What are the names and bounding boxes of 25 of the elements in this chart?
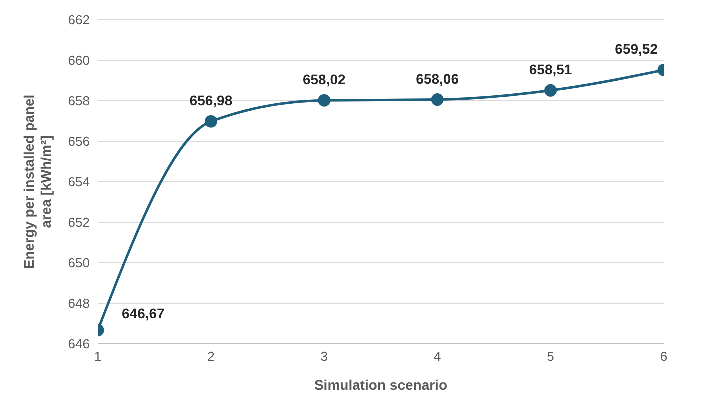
y-tick-label: 658: [68, 94, 90, 109]
x-tick-label: 6: [660, 349, 668, 364]
y-tick-label: 660: [68, 53, 90, 68]
x-tick-label: 3: [320, 349, 328, 364]
point: [431, 94, 444, 106]
y-tick-label: 656: [68, 134, 90, 150]
y-tick-label: 648: [68, 296, 90, 312]
x-tick-label: 2: [208, 349, 215, 364]
y-tick-label: 646: [68, 336, 90, 352]
x-tick-label: 1: [94, 349, 102, 364]
y-tick-label: 652: [68, 215, 90, 230]
y-tick-label: 662: [68, 12, 90, 28]
point: [318, 94, 331, 107]
data-label: 658,02: [302, 72, 346, 88]
data-label: 659,52: [615, 41, 658, 58]
x-axis-title: Simulation scenario: [314, 377, 448, 393]
y-axis-title: Energy per installed panel area [kWh/m²]: [21, 94, 54, 270]
data-label: 646,67: [122, 305, 166, 322]
data-label: 656,98: [190, 92, 233, 109]
y-tick-label: 654: [68, 174, 90, 190]
data-label: 658,06: [416, 70, 460, 87]
x-tick-label: 4: [434, 349, 442, 364]
y-tick-label: 650: [68, 256, 90, 271]
data-label: 658,51: [529, 62, 572, 78]
x-tick-label: 5: [547, 349, 554, 364]
